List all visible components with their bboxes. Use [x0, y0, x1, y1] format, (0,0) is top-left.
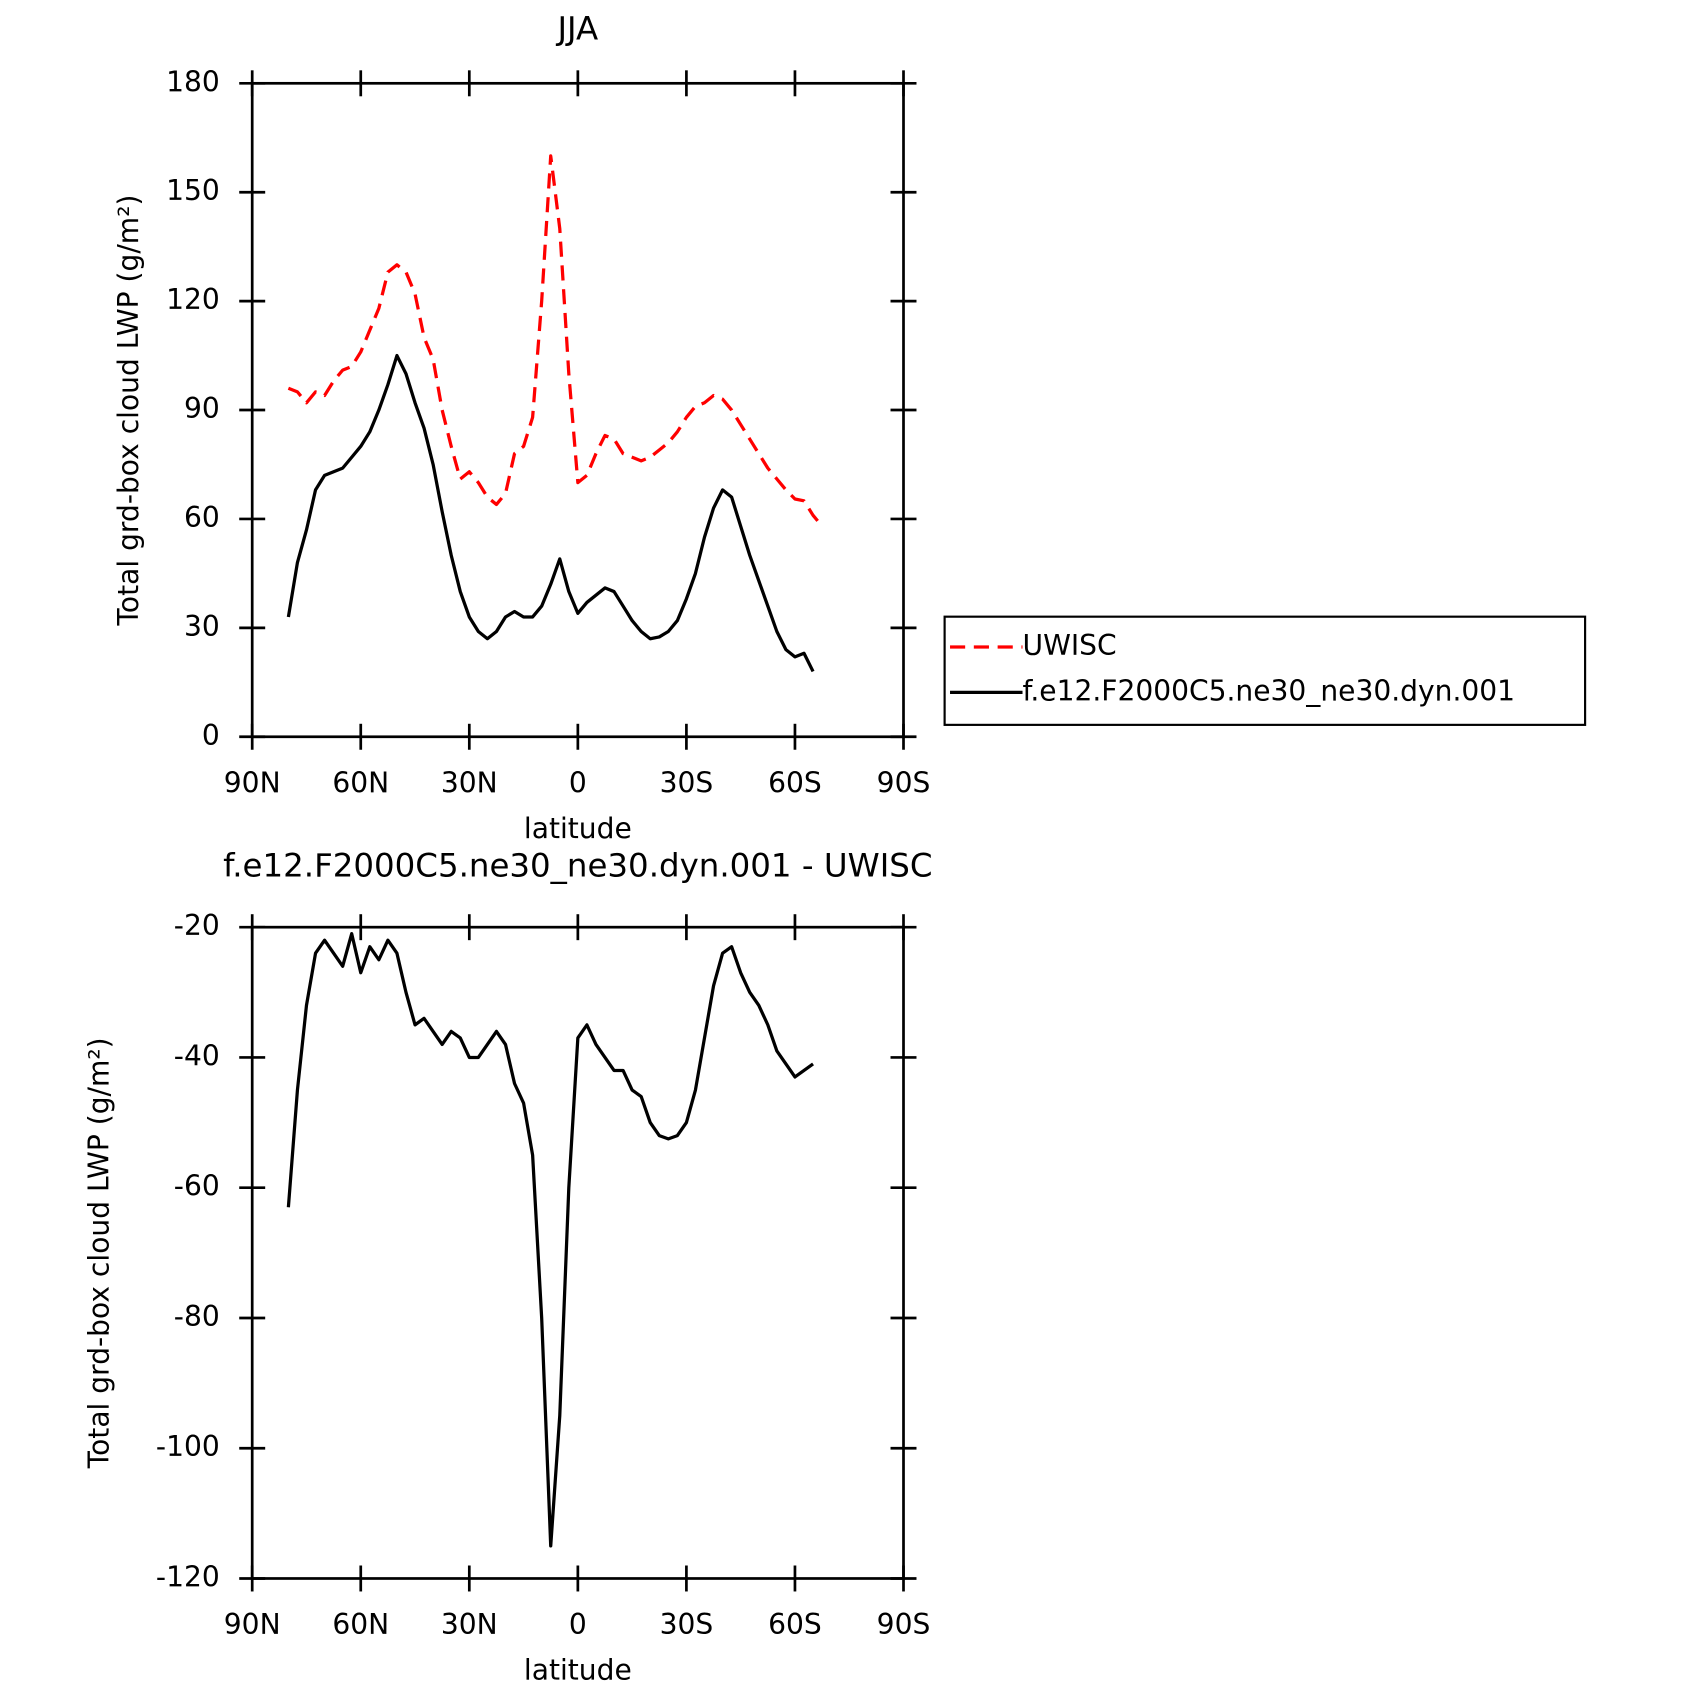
y-tick-label: -60 [174, 1170, 220, 1203]
x-tick-label: 60N [332, 1608, 389, 1641]
y-tick-label: 180 [166, 65, 220, 98]
x-tick-label: 60N [332, 766, 389, 799]
x-axis-label: latitude [524, 1654, 632, 1687]
x-tick-label: 0 [569, 766, 587, 799]
plot-frame [250, 925, 905, 1580]
x-tick-label: 30S [660, 766, 714, 799]
data-line [287, 154, 824, 528]
x-tick-label: 30S [660, 1608, 714, 1641]
x-tick-label: 90N [224, 1608, 281, 1641]
x-tick-label: 90N [224, 766, 281, 799]
legend-box [943, 615, 1587, 726]
x-tick-label: 30N [441, 1608, 498, 1641]
legend-label: UWISC [1023, 629, 1117, 662]
y-axis-label: Total grd-box cloud LWP (g/m²) [112, 195, 145, 627]
data-line [286, 353, 815, 673]
y-tick-label: -40 [174, 1039, 220, 1072]
y-axis-label: Total grd-box cloud LWP (g/m²) [83, 1037, 116, 1469]
x-tick-label: 90S [877, 766, 931, 799]
legend-label: f.e12.F2000C5.ne30_ne30.dyn.001 [1023, 674, 1516, 707]
y-tick-label: -20 [174, 909, 220, 942]
y-tick-label: 120 [166, 283, 220, 316]
y-tick-label: 30 [184, 610, 220, 643]
x-tick-label: 0 [569, 1608, 587, 1641]
y-tick-label: 90 [184, 392, 220, 425]
y-tick-label: -100 [156, 1430, 220, 1463]
y-tick-label: 0 [202, 719, 220, 752]
plot-frame [250, 81, 905, 739]
y-tick-label: 60 [184, 501, 220, 534]
x-tick-label: 30N [441, 766, 498, 799]
y-tick-label: -120 [156, 1560, 220, 1593]
x-tick-label: 60S [768, 1608, 822, 1641]
y-tick-label: 150 [166, 174, 220, 207]
x-tick-label: 60S [768, 766, 822, 799]
x-axis-label: latitude [524, 812, 632, 845]
data-line [286, 932, 814, 1548]
x-tick-label: 90S [877, 1608, 931, 1641]
legend: UWISC f.e12.F2000C5.ne30_ne30.dyn.001 [943, 615, 1587, 726]
chart-title: JJA [555, 9, 598, 47]
y-tick-label: -80 [174, 1300, 220, 1333]
chart-title: f.e12.F2000C5.ne30_ne30.dyn.001 - UWISC [223, 847, 932, 885]
